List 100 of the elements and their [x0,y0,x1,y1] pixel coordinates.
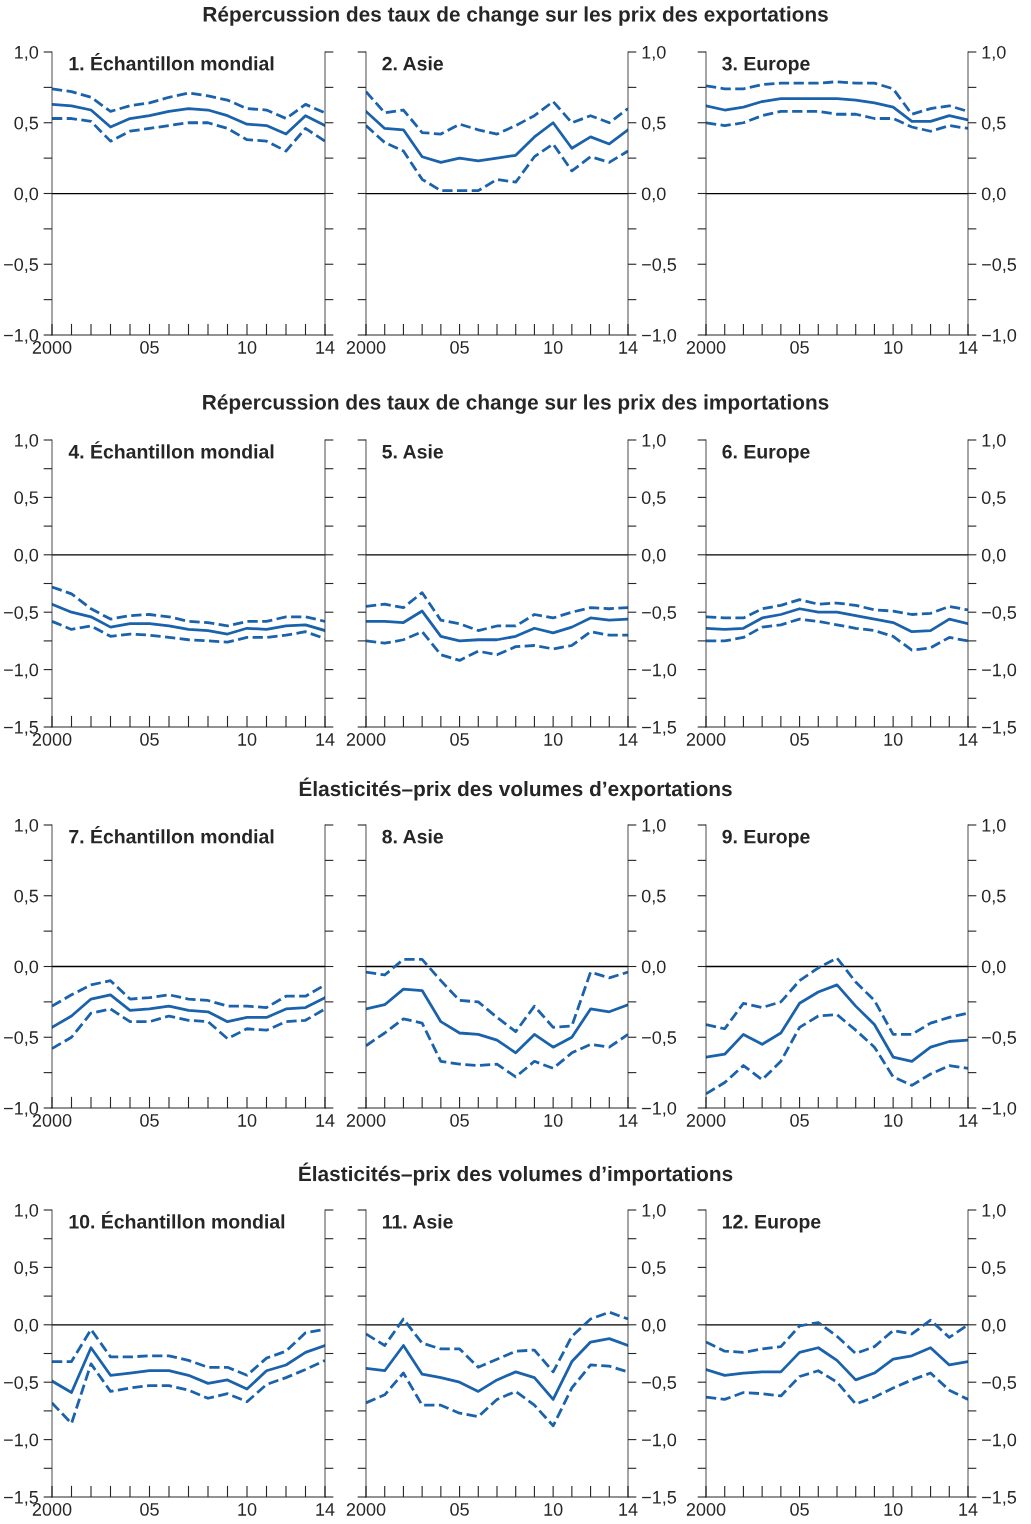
x-tick-label: 10 [884,341,903,354]
y2-tick-label: 0,0 [981,187,1006,203]
x-tick-label: 2000 [346,341,386,354]
x-tick-label: 05 [140,1503,159,1516]
line-series [706,1013,968,1096]
y-tick-label: 0,0 [14,187,39,203]
y-tick-label: 1,0 [15,433,39,449]
line-series [366,630,628,662]
y2-tick-label: 1,0 [642,1203,666,1219]
y2-tick-label: 0,5 [641,889,666,905]
text: Répercussion des taux de change sur les prix des importations [203,394,829,414]
line-series [52,87,325,120]
x-tick-label: 14 [619,1503,638,1516]
line-series [366,591,628,632]
text: Élasticités–prix des volumes d’importations [299,1162,733,1186]
x-tick-label: 2000 [686,1114,726,1127]
y2-tick-label: −1,5 [982,721,1017,736]
line-series [366,1337,628,1401]
x-tick-label: 05 [140,1114,159,1127]
x-tick-label: 10 [544,1114,563,1127]
y2-tick-label: −1,5 [642,1491,677,1506]
y-tick-label: −0,5 [4,258,39,274]
y-tick-label: 0,0 [14,548,39,564]
y2-tick-label: −0,5 [982,258,1017,274]
y2-tick-label: 1,0 [642,818,666,834]
chart-title: 10. Échantillon mondial [69,1211,285,1229]
line-series [52,1344,325,1394]
line-series [366,124,628,193]
x-tick-label: 14 [959,341,978,354]
x-tick-label: 05 [790,1503,809,1516]
x-tick-label: 2000 [346,1114,386,1127]
x-tick-label: 14 [959,1503,978,1516]
line-series [706,1369,968,1406]
y2-tick-label: 0,0 [981,1318,1006,1334]
line-series [706,80,968,116]
text: Répercussion des taux de change sur les prix des exportations [203,6,828,26]
chart-title: 1. Échantillon mondial [69,53,274,71]
y-tick-label: 1,0 [15,1203,39,1219]
x-tick-label: 2000 [346,733,386,746]
y-tick-label: 1,0 [15,818,39,834]
x-tick-label: 10 [884,733,903,746]
y2-tick-label: 0,5 [641,491,666,507]
x-tick-label: 05 [140,733,159,746]
line-series [366,987,628,1055]
chart-title: 8. Asie [382,829,444,844]
y2-tick-label: 0,0 [641,187,666,203]
y-tick-label: 0,0 [14,960,39,976]
line-series [706,110,968,133]
chart-title: 3. Europe [722,56,810,75]
y2-tick-label: 0,0 [981,960,1006,976]
y-tick-label: 0,5 [14,1261,39,1277]
x-tick-label: 10 [238,341,257,354]
line-series [366,958,628,1033]
y-tick-label: −0,5 [4,1031,39,1047]
y2-tick-label: 0,5 [981,1261,1006,1277]
y2-tick-label: −0,5 [982,1376,1017,1392]
x-tick-label: 14 [316,1503,335,1516]
x-tick-label: 14 [316,1114,335,1127]
chart-title: 5. Asie [382,444,444,459]
x-tick-label: 10 [238,1114,257,1127]
y2-tick-label: 0,0 [981,548,1006,564]
line-series [366,110,628,164]
chart-title: 4. Échantillon mondial [68,441,274,459]
y2-tick-label: −0,5 [642,606,677,622]
y2-tick-label: 0,5 [981,116,1006,132]
y2-tick-label: 1,0 [982,45,1006,61]
x-tick-label: 05 [450,341,469,354]
y2-tick-label: 1,0 [982,433,1006,449]
line-series [52,993,325,1029]
line-series [52,979,325,1009]
x-tick-label: 10 [544,733,563,746]
x-tick-label: 14 [316,341,335,354]
line-series [366,1363,628,1428]
y2-tick-label: −1,5 [642,721,677,736]
y2-tick-label: 0,5 [641,116,666,132]
y2-tick-label: −1,0 [642,1101,677,1117]
y2-tick-label: −0,5 [982,606,1017,622]
line-series [366,1310,628,1374]
y2-tick-label: 1,0 [982,1203,1006,1219]
y2-tick-label: 0,5 [981,491,1006,507]
x-tick-label: 14 [619,733,638,746]
line-series [52,102,325,136]
y2-tick-label: 1,0 [982,818,1006,834]
y-tick-label: 1,0 [15,45,39,61]
x-tick-label: 05 [140,341,159,354]
y-tick-label: 0,5 [14,491,39,507]
line-series [706,956,968,1036]
y2-tick-label: 1,0 [642,433,666,449]
chart-title: 2. Asie [382,56,444,71]
x-tick-label: 05 [790,733,809,746]
x-tick-label: 14 [959,1114,978,1127]
x-tick-label: 10 [544,341,563,354]
y-tick-label: 0,5 [14,889,39,905]
line-series [52,602,325,636]
y2-tick-label: −1,0 [642,1433,677,1449]
x-tick-label: 10 [544,1503,563,1516]
line-series [706,1346,968,1382]
line-series [706,598,968,620]
line-series [52,1007,325,1050]
chart-title: 12. Europe [722,1214,821,1233]
